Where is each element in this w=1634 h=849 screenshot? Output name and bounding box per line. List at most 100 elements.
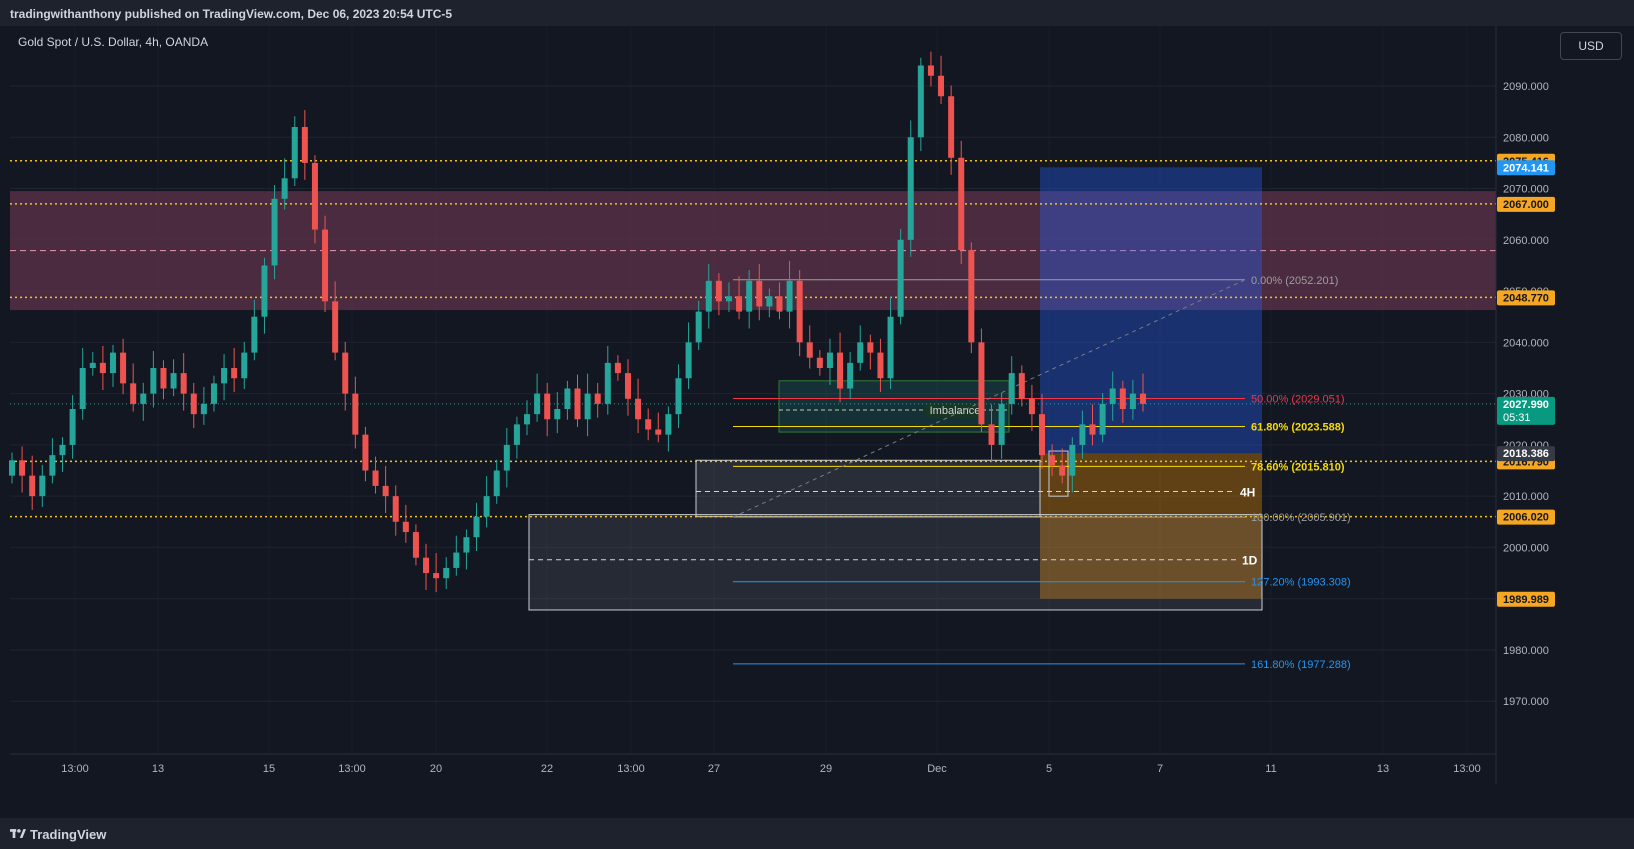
tradingview-logo-icon [10, 829, 26, 838]
zone-4h-label: 4H [1240, 486, 1255, 500]
zone-1d [528, 514, 1263, 611]
candle-body [564, 388, 571, 410]
level-price-tag-bg [1497, 196, 1555, 212]
level-price-tag: 2048.770 [1503, 292, 1549, 304]
y-tick-label: 2090.000 [1503, 81, 1549, 93]
candle-body [624, 373, 631, 399]
fib-label: 78.60% (2015.810) [1251, 461, 1345, 473]
candle-body [1008, 373, 1015, 404]
fib-label: 161.80% (1977.288) [1251, 659, 1351, 671]
candle-body [1109, 388, 1116, 404]
imbalance-label: Imbalance [930, 405, 981, 417]
x-tick-label: Dec [927, 763, 947, 775]
candle-body [746, 280, 753, 312]
x-tick-label: 13:00 [1453, 763, 1481, 775]
candle-body [705, 280, 712, 312]
candle-body [89, 362, 96, 368]
candle-body [372, 470, 379, 486]
y-tick-label: 2070.000 [1503, 184, 1549, 196]
candle-body [200, 403, 207, 415]
x-tick-label: 5 [1046, 763, 1052, 775]
candle-body [1119, 388, 1126, 410]
last-price-tag: 2027.990 [1503, 399, 1549, 411]
candle-body [907, 137, 914, 240]
candle-body [948, 96, 955, 158]
candle-body [877, 352, 884, 379]
candle-body [917, 65, 924, 138]
stop-price-tag: 1989.989 [1503, 594, 1549, 606]
time-axis: 13:00 13 15 13:00 20 22 13:00 27 29 Dec 5 7 11 13 13:0… [61, 763, 1481, 775]
candle-body [261, 265, 268, 317]
candle-body [826, 352, 833, 368]
grid-lines [10, 26, 1496, 754]
candle-body [160, 367, 167, 389]
candle-body [594, 393, 601, 404]
candle-body [1099, 403, 1106, 435]
y-tick-label: 2000.000 [1503, 542, 1549, 554]
candle-body [998, 403, 1005, 445]
footer-bar: TradingView [0, 818, 1634, 849]
y-tick-label: 2060.000 [1503, 235, 1549, 247]
candle-body [1140, 393, 1146, 404]
level-price-tag: 2006.020 [1503, 512, 1549, 524]
zones-layer: 1D 4H Imbalance [10, 167, 1496, 611]
candle-body [534, 393, 541, 415]
candles-layer [9, 51, 1146, 593]
candle-body [665, 414, 672, 435]
candle-body [574, 388, 581, 420]
publish-info: tradingwithanthony published on TradingV… [10, 7, 453, 21]
candle-body [473, 516, 480, 538]
price-tags: 2075.4162067.0002048.7702016.7902006.020… [1497, 153, 1555, 607]
fib-label: 127.20% (1993.308) [1251, 577, 1351, 589]
level-price-tag: 2067.000 [1503, 199, 1549, 211]
currency-button[interactable]: USD [1560, 32, 1622, 60]
entry-price-tag: 2018.386 [1503, 448, 1549, 460]
candle-body [736, 296, 743, 312]
retest-box [1048, 450, 1069, 497]
candle-body [170, 373, 177, 389]
publish-header: tradingwithanthony published on TradingV… [0, 0, 1634, 26]
candle-body [604, 362, 611, 404]
zone-4h [695, 459, 1041, 518]
candle-body [816, 357, 823, 368]
candle-body [725, 296, 732, 302]
candle-body [140, 393, 147, 404]
tradingview-logo[interactable]: TradingView [10, 827, 106, 842]
candle-body [513, 424, 520, 445]
x-tick-label: 13:00 [338, 763, 366, 775]
candle-body [978, 342, 985, 425]
candle-body [786, 280, 793, 312]
candle-body [463, 537, 470, 553]
x-tick-label: 13:00 [61, 763, 89, 775]
fib-trendline [732, 279, 1246, 518]
candle-body [1059, 465, 1066, 476]
x-tick-label: 13:00 [617, 763, 645, 775]
x-tick-label: 11 [1265, 763, 1276, 775]
x-tick-label: 13 [1377, 763, 1389, 775]
candle-body [291, 127, 298, 179]
x-tick-label: 13 [152, 763, 164, 775]
fib-label: 0.00% (2052.201) [1251, 275, 1338, 287]
candle-body [1049, 455, 1056, 466]
candle-body [352, 393, 359, 435]
candle-body [756, 280, 763, 307]
candle-body [645, 419, 652, 430]
candle-body [190, 393, 197, 415]
last-price-tag-countdown: 05:31 [1503, 412, 1531, 424]
y-tick-label: 2040.000 [1503, 337, 1549, 349]
level-price-tag-bg [1497, 509, 1555, 525]
plot-background [10, 26, 1496, 754]
candle-body [1028, 398, 1035, 415]
candle-body [281, 178, 288, 199]
candle-body [766, 296, 773, 307]
candle-body [402, 521, 409, 533]
candle-body [1089, 424, 1096, 435]
candle-body [927, 65, 934, 76]
candle-body [19, 460, 26, 476]
x-tick-label: 22 [541, 763, 553, 775]
y-tick-label: 1970.000 [1503, 696, 1549, 708]
chart-symbol-title: Gold Spot / U.S. Dollar, 4h, OANDA [18, 35, 209, 49]
candle-body [675, 378, 682, 415]
candle-body [715, 280, 722, 302]
